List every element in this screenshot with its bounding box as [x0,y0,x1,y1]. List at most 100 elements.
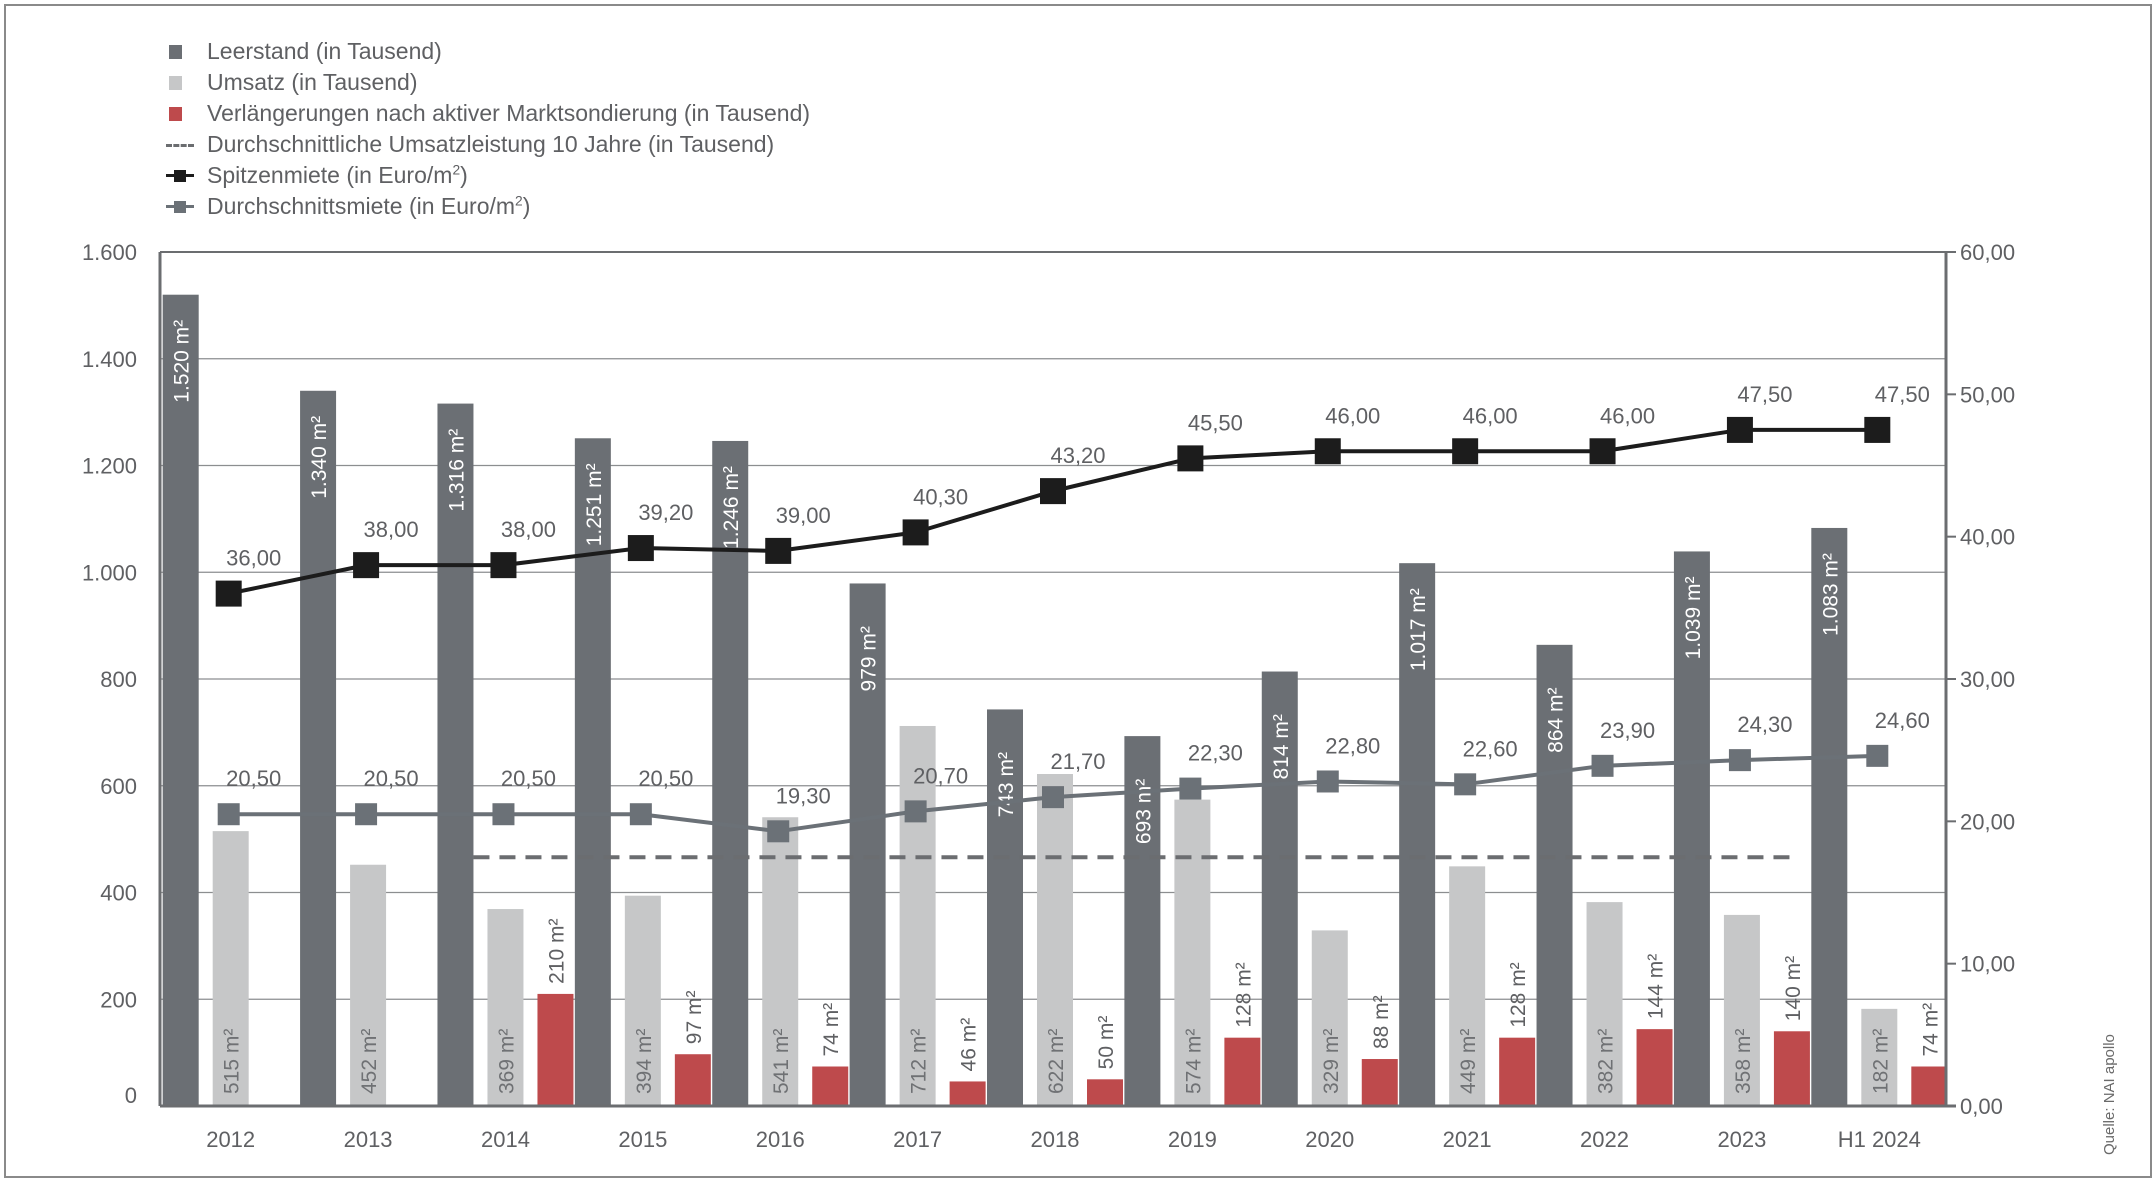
x-tick-label: 2022 [1580,1127,1629,1152]
spitzenmiete-marker [1589,438,1616,465]
y-left-tick-label: 1.000 [82,560,137,585]
durchschnittsmiete-marker [1591,754,1614,777]
bar-leerstand [1261,671,1298,1106]
durchschnittsmiete-value-label: 20,50 [226,766,281,791]
bar-label-leerstand: 693 m² [1132,779,1155,844]
y-left-tick-label: 1.600 [82,240,137,265]
y-left-tick-label: 1.400 [82,347,137,372]
y-left-tick-label: 600 [100,774,137,799]
bar-label-leerstand: 979 m² [858,626,881,691]
durchschnittsmiete-marker [1454,773,1477,796]
legend-item-umsatz: Umsatz (in Tausend) [166,67,810,98]
spitzenmiete-marker [1314,438,1341,465]
bar-verlaengerungen [1361,1059,1398,1106]
chart-frame [4,4,2152,1178]
durchschnittsmiete-value-label: 20,50 [501,766,556,791]
bar-label-umsatz: 394 m² [633,1029,656,1094]
legend-item-verlaengerungen: Verlängerungen nach aktiver Marktsondier… [166,98,810,129]
x-tick-label: 2019 [1168,1127,1217,1152]
spitzenmiete-marker [1040,478,1066,505]
bar-label-leerstand: 1.039 m² [1682,577,1705,660]
durchschnittsmiete-value-label: 22,30 [1188,741,1243,766]
durchschnittsmiete-value-label: 24,30 [1737,712,1792,737]
bar-leerstand [1811,527,1848,1106]
bar-umsatz [1449,866,1486,1106]
x-tick-label: 2023 [1717,1127,1766,1152]
bar-leerstand [1124,736,1161,1106]
legend-label-spitzenmiete: Spitzenmiete (in Euro/m2) [207,162,468,188]
bar-label-verlaengerungen: 144 m² [1645,954,1668,1019]
durchschnittsmiete-marker [1866,744,1889,767]
bar-verlaengerungen [1911,1066,1948,1106]
x-tick-label: 2021 [1443,1127,1492,1152]
bar-label-umsatz: 329 m² [1320,1029,1343,1094]
x-tick-label: 2015 [618,1127,667,1152]
bar-label-leerstand: 743 m² [995,752,1018,817]
durchschnittsmiete-marker [355,803,378,826]
bar-label-umsatz: 358 m² [1732,1029,1755,1094]
spitzenmiete-value-label: 45,50 [1188,410,1243,435]
legend-item-spitzenmiete: Spitzenmiete (in Euro/m2) [166,160,810,191]
x-tick-label: 2014 [481,1127,530,1152]
bar-umsatz [1723,914,1760,1106]
bar-leerstand [849,583,886,1106]
legend-label-verlaengerungen: Verlängerungen nach aktiver Marktsondier… [207,100,811,126]
bar-label-verlaengerungen: 128 m² [1232,962,1255,1027]
durchschnittsmiete-value-label: 20,50 [638,766,693,791]
spitzenmiete-value-label: 39,00 [776,503,831,528]
durchschnittsmiete-marker [1179,777,1202,800]
bar-leerstand [1536,644,1573,1106]
spitzenmiete-value-label: 36,00 [226,546,281,571]
y-left-tick-label: 1.200 [82,454,137,479]
legend-item-durchschnittsmiete: Durchschnittsmiete (in Euro/m2) [166,191,810,222]
spitzenmiete-marker [490,552,517,579]
spitzenmiete-value-label: 47,50 [1737,382,1792,407]
durchschnittsmiete-value-label: 22,60 [1463,736,1518,761]
durchschnittsmiete-marker [492,803,515,826]
spitzenmiete-marker [353,552,380,579]
y-right-tick-label: 50,00 [1960,382,2015,407]
spitzenmiete-value-label: 46,00 [1325,403,1380,428]
bar-leerstand [300,390,337,1106]
bar-label-leerstand: 814 m² [1270,714,1293,779]
bar-label-umsatz: 382 m² [1595,1029,1618,1094]
source-note: Quelle: NAI apollo [2101,1034,2118,1155]
bar-umsatz [350,864,387,1106]
legend-label-leerstand: Leerstand (in Tausend) [207,38,442,64]
bar-verlaengerungen [949,1081,986,1106]
y-left-tick-label: 200 [100,987,137,1012]
x-tick-label: 2017 [893,1127,942,1152]
bar-verlaengerungen [537,993,574,1106]
bar-label-verlaengerungen: 74 m² [1919,1003,1942,1057]
spitzenmiete-value-label: 40,30 [913,484,968,509]
durchschnittsmiete-marker [767,820,790,843]
bar-label-leerstand: 864 m² [1545,687,1568,752]
bar-leerstand [1673,551,1710,1106]
bar-label-verlaengerungen: 50 m² [1095,1016,1118,1070]
bar-leerstand [437,403,474,1107]
y-right-tick-label: 30,00 [1960,667,2015,692]
bar-label-umsatz: 541 m² [770,1029,793,1094]
bar-label-umsatz: 574 m² [1182,1029,1205,1094]
bar-umsatz [1037,774,1073,1106]
y-right-tick-label: 10,00 [1960,952,2015,977]
bar-label-umsatz: 712 m² [908,1029,931,1094]
spitzenmiete-value-label: 38,00 [501,517,556,542]
bar-leerstand [987,709,1023,1106]
bar-label-umsatz: 452 m² [358,1029,381,1094]
bar-verlaengerungen [1636,1029,1673,1106]
bar-umsatz [1174,799,1211,1106]
spitzenmiete-marker [1864,416,1891,443]
legend-item-durchschnitt-umsatz: Durchschnittliche Umsatzleistung 10 Jahr… [166,129,810,160]
y-left-tick-label: 400 [100,881,137,906]
x-tick-label: 2018 [1031,1127,1080,1152]
bar-label-leerstand: 1.316 m² [445,429,468,512]
bar-label-verlaengerungen: 46 m² [958,1018,981,1072]
bar-umsatz [212,831,249,1106]
y-right-tick-label: 0,00 [1960,1094,2003,1119]
bar-label-leerstand: 1.246 m² [720,466,743,549]
bar-leerstand [162,294,199,1106]
durchschnittsmiete-value-label: 22,80 [1325,733,1380,758]
bar-label-verlaengerungen: 128 m² [1507,962,1530,1027]
bar-label-leerstand: 1.520 m² [171,320,194,403]
